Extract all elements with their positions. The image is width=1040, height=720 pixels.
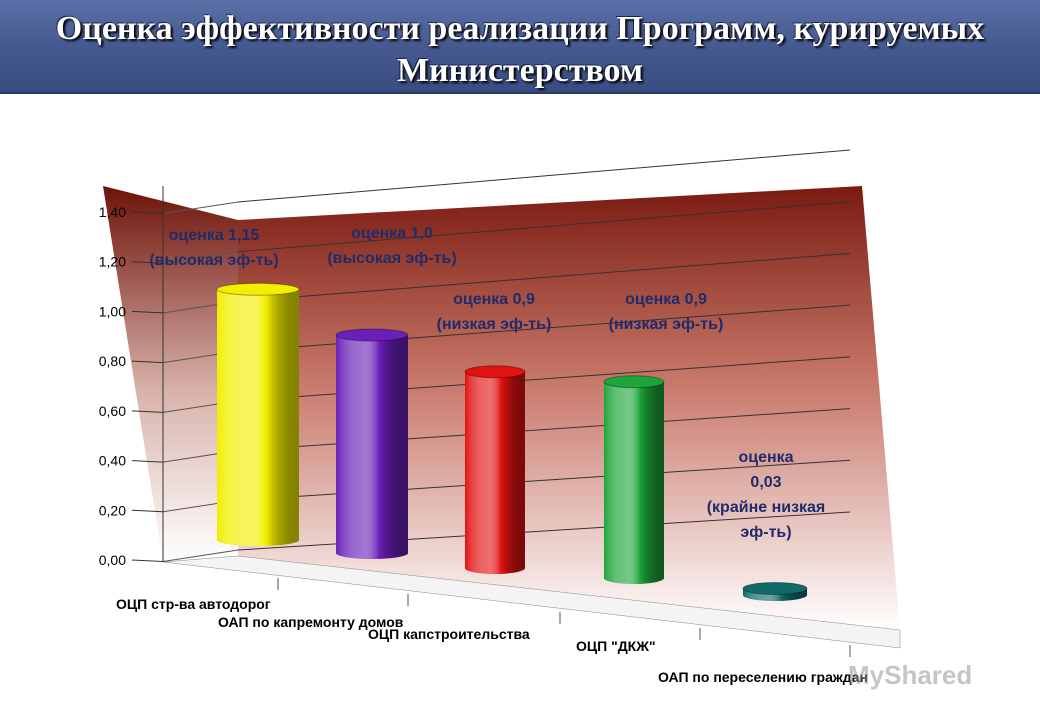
category-label: ОАП по переселению граждан bbox=[658, 669, 868, 685]
bar-top bbox=[603, 375, 665, 389]
category-label: ОЦП стр-ва автодорог bbox=[116, 596, 271, 612]
data-label: оценка 1,0 bbox=[351, 225, 433, 242]
side-wall bbox=[103, 186, 238, 562]
data-label: (крайне низкая bbox=[707, 499, 826, 516]
data-labels: оценка 1,15 (высокая эф-ть) оценка 1,0 (выс… bbox=[149, 225, 825, 541]
category-label: ОЦП "ДКЖ" bbox=[576, 638, 656, 654]
gridline-side bbox=[131, 559, 164, 562]
bar-shading bbox=[217, 289, 299, 546]
gridline-side bbox=[131, 211, 164, 214]
y-tick-label: 0,80 bbox=[99, 353, 126, 369]
data-label: оценка bbox=[738, 449, 793, 466]
y-tick-label: 0,40 bbox=[99, 453, 126, 469]
gridline-side bbox=[131, 460, 164, 463]
y-axis-ticks: 0,00 0,20 0,40 0,60 0,80 1,00 1,20 1,40 bbox=[99, 204, 126, 568]
y-tick-label: 1,20 bbox=[99, 254, 126, 270]
floor bbox=[162, 555, 901, 649]
gridline-side bbox=[131, 410, 164, 413]
x-axis-labels: ОЦП стр-ва автодорог ОАП по капремонту до… bbox=[116, 578, 868, 685]
data-label: оценка 0,9 bbox=[625, 291, 707, 308]
data-label: оценка 0,9 bbox=[453, 291, 535, 308]
gridline-left bbox=[162, 251, 239, 264]
bar-shading bbox=[465, 371, 525, 574]
data-label: эф-ть) bbox=[740, 524, 791, 541]
page-title: Оценка эффективности реализации Программ… bbox=[55, 10, 985, 89]
y-tick-label: 1,00 bbox=[99, 303, 126, 319]
gridline-left bbox=[162, 201, 239, 214]
bar-shading bbox=[604, 381, 664, 584]
y-tick-label: 0,60 bbox=[99, 403, 126, 419]
bar bbox=[335, 328, 409, 559]
gridline-side bbox=[131, 509, 164, 513]
data-label: (низкая эф-ть) bbox=[437, 316, 552, 333]
data-label: 0,03 bbox=[750, 474, 781, 491]
y-tick-label: 0,20 bbox=[99, 502, 126, 518]
bar bbox=[742, 581, 808, 601]
y-tick-label: 1,40 bbox=[99, 204, 126, 220]
bars bbox=[216, 282, 808, 601]
bar-shading bbox=[336, 335, 408, 559]
watermark: MyShared bbox=[848, 660, 973, 690]
bar bbox=[603, 375, 665, 584]
data-label: (низкая эф-ть) bbox=[609, 316, 724, 333]
category-label: ОЦП капстроительства bbox=[368, 626, 530, 642]
bar-top bbox=[464, 365, 526, 379]
y-tick-label: 0,00 bbox=[99, 552, 126, 568]
gridline-back bbox=[237, 201, 851, 253]
category-label: ОАП по капремонту домов bbox=[218, 614, 404, 630]
gridline-back bbox=[237, 149, 851, 203]
gridline-back bbox=[237, 252, 851, 302]
gridline-side bbox=[131, 310, 164, 314]
data-label: оценка 1,15 bbox=[169, 227, 260, 244]
bar-top bbox=[335, 328, 409, 342]
data-label: (высокая эф-ть) bbox=[149, 252, 278, 269]
bar-top bbox=[216, 282, 300, 296]
title-bar: Оценка эффективности реализации Программ… bbox=[0, 0, 1040, 94]
bar bbox=[216, 282, 300, 546]
bar-top bbox=[742, 581, 808, 595]
data-label: (высокая эф-ть) bbox=[327, 250, 456, 267]
gridline-side bbox=[131, 360, 164, 364]
bar bbox=[464, 365, 526, 574]
gridline-side bbox=[131, 261, 164, 264]
gridline-left bbox=[162, 549, 239, 562]
